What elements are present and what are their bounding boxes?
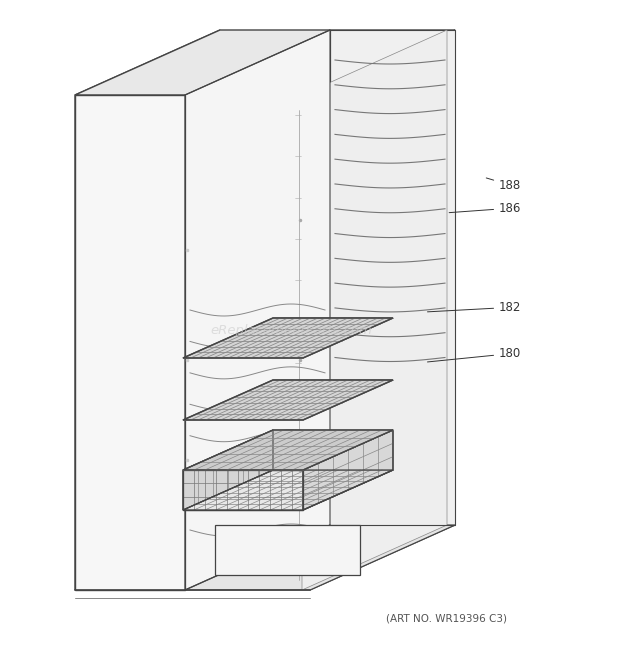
Text: 182: 182 (427, 301, 521, 314)
Polygon shape (303, 430, 393, 510)
Polygon shape (75, 30, 455, 95)
Polygon shape (183, 470, 303, 510)
Polygon shape (75, 30, 220, 590)
Polygon shape (183, 430, 273, 510)
Polygon shape (183, 318, 393, 358)
Text: 188: 188 (486, 178, 521, 192)
Polygon shape (330, 30, 455, 525)
Polygon shape (183, 380, 393, 420)
Polygon shape (215, 525, 360, 575)
Text: (ART NO. WR19396 C3): (ART NO. WR19396 C3) (386, 613, 507, 623)
Text: 186: 186 (449, 202, 521, 215)
Text: 180: 180 (427, 347, 521, 362)
Polygon shape (302, 30, 447, 590)
Polygon shape (185, 30, 330, 590)
Polygon shape (75, 525, 455, 590)
Polygon shape (310, 30, 455, 590)
Polygon shape (75, 95, 185, 590)
Polygon shape (183, 430, 393, 470)
Polygon shape (183, 470, 393, 510)
Text: eReplacementParts.com: eReplacementParts.com (210, 324, 373, 337)
